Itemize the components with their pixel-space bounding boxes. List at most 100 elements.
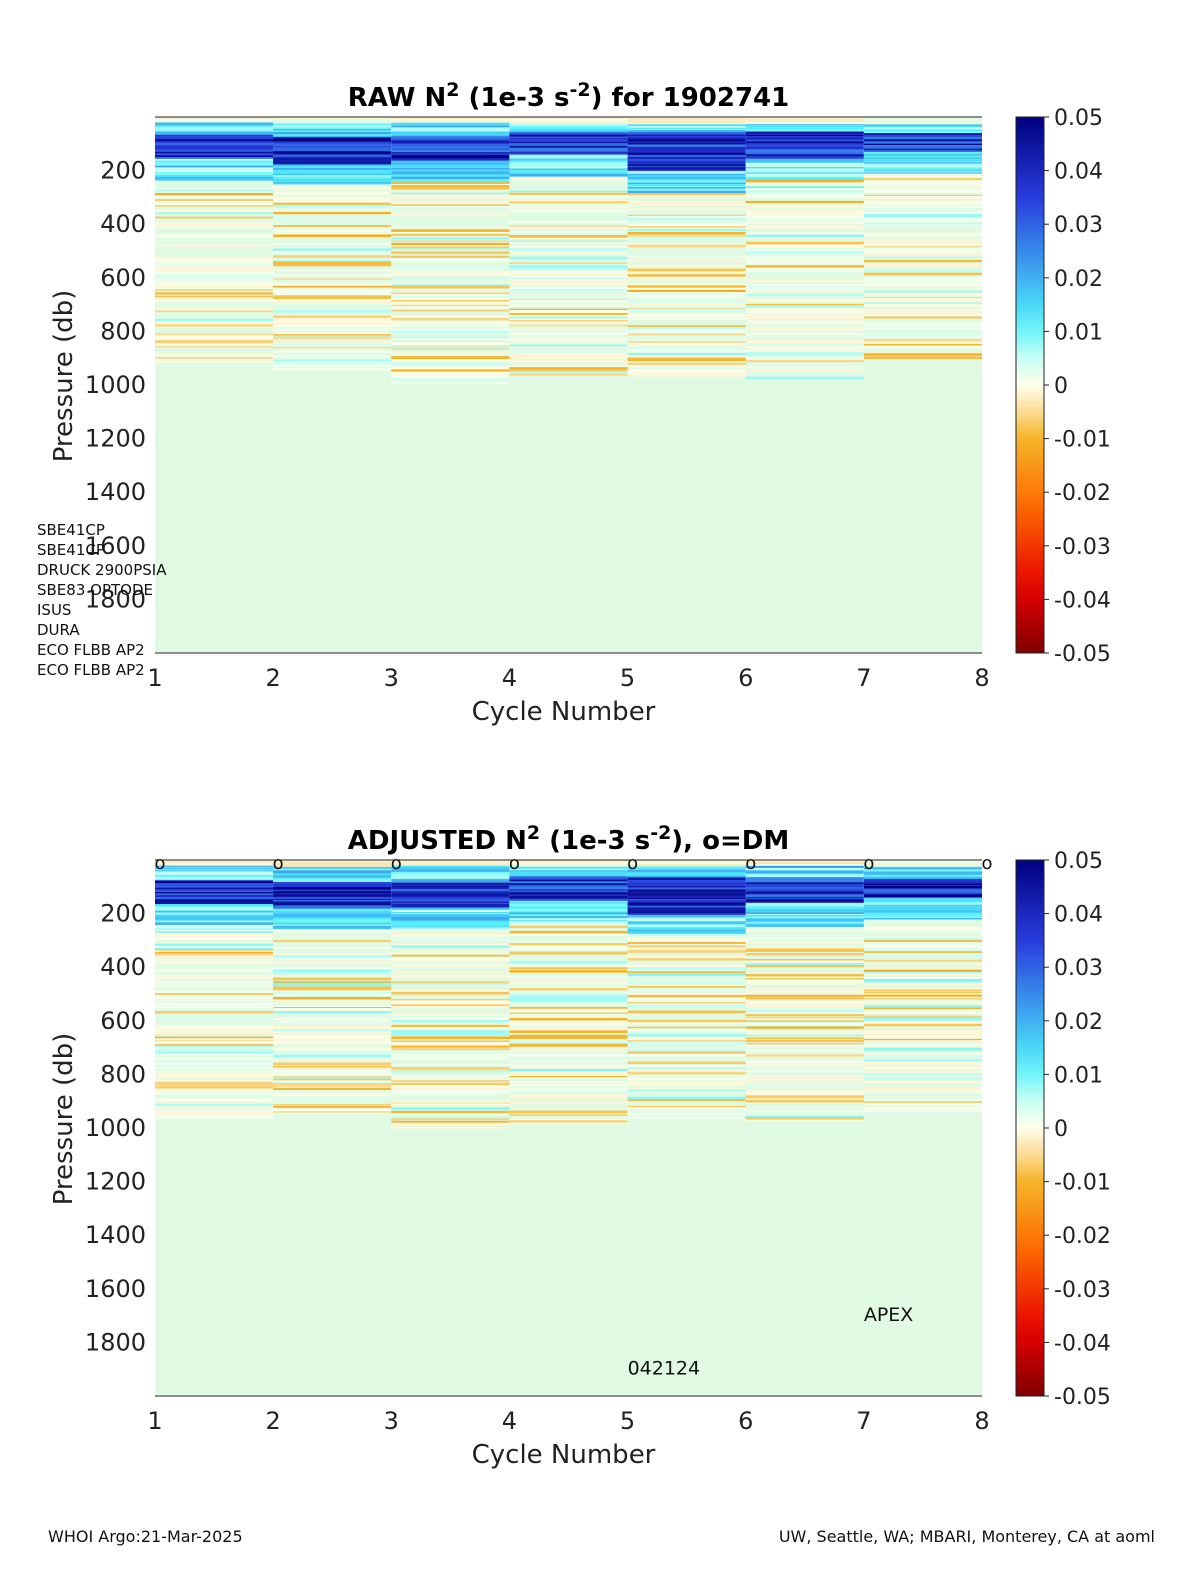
n2-cell	[745, 1094, 864, 1096]
n2-cell	[391, 1048, 510, 1051]
n2-cell	[509, 1091, 628, 1093]
n2-cell	[391, 141, 510, 143]
n2-cell	[155, 202, 274, 206]
n2-cell	[745, 352, 864, 355]
n2-cell	[391, 336, 510, 339]
n2-cell	[509, 118, 628, 121]
n2-cell	[863, 1001, 982, 1003]
n2-cell	[155, 260, 274, 264]
n2-cell	[863, 865, 982, 867]
n2-cell	[745, 893, 864, 895]
n2-cell	[509, 941, 628, 944]
n2-cell	[745, 187, 864, 189]
n2-cell	[745, 963, 864, 966]
n2-cell	[509, 1054, 628, 1057]
n2-cell	[391, 934, 510, 937]
y-tick-label: 400	[100, 953, 146, 981]
n2-cell	[509, 881, 628, 884]
n2-cell	[155, 1002, 274, 1005]
n2-cell	[627, 353, 746, 356]
n2-cell	[745, 284, 864, 287]
n2-cell	[155, 350, 274, 353]
x-tick-label: 6	[738, 664, 753, 692]
n2-cell	[627, 177, 746, 180]
n2-cell	[509, 288, 628, 292]
profile-cycle-7	[863, 122, 982, 359]
n2-cell	[745, 119, 864, 122]
n2-cell	[391, 1043, 510, 1046]
n2-cell	[627, 135, 746, 138]
n2-cell	[863, 182, 982, 184]
n2-cell	[627, 907, 746, 911]
n2-cell	[863, 172, 982, 174]
n2-cell	[273, 260, 392, 262]
n2-cell	[273, 350, 392, 353]
n2-cell	[391, 245, 510, 247]
n2-cell	[863, 339, 982, 342]
n2-cell	[863, 1012, 982, 1015]
n2-cell	[863, 190, 982, 193]
n2-cell	[627, 269, 746, 272]
n2-cell	[509, 951, 628, 953]
n2-cell	[509, 313, 628, 316]
n2-cell	[391, 1080, 510, 1082]
n2-cell	[745, 960, 864, 962]
n2-cell	[155, 947, 274, 950]
n2-cell	[627, 236, 746, 240]
n2-cell	[155, 960, 274, 963]
n2-cell	[863, 979, 982, 981]
n2-cell	[863, 309, 982, 312]
n2-cell	[509, 1030, 628, 1033]
n2-cell	[273, 947, 392, 949]
n2-cell	[391, 285, 510, 289]
n2-cell	[391, 118, 510, 122]
n2-cell	[155, 887, 274, 890]
n2-cell	[155, 950, 274, 953]
n2-cell	[391, 964, 510, 967]
n2-cell	[863, 1007, 982, 1010]
n2-cell	[627, 1053, 746, 1057]
n2-cell	[273, 989, 392, 991]
n2-cell	[391, 1045, 510, 1048]
n2-cell	[627, 1077, 746, 1080]
n2-cell	[745, 117, 864, 120]
n2-cell	[627, 997, 746, 999]
n2-cell	[745, 143, 864, 145]
n2-cell	[391, 1075, 510, 1078]
y-tick-label: 800	[100, 317, 146, 345]
n2-cell	[863, 1091, 982, 1093]
n2-cell	[509, 1022, 628, 1024]
n2-cell	[155, 897, 274, 900]
n2-cell	[391, 307, 510, 310]
n2-cell	[627, 289, 746, 293]
n2-cell	[745, 168, 864, 170]
n2-cell	[273, 232, 392, 235]
n2-cell	[391, 371, 510, 375]
n2-cell	[273, 148, 392, 150]
n2-cell	[391, 162, 510, 166]
n2-cell	[391, 182, 510, 185]
n2-cell	[863, 254, 982, 256]
n2-cell	[391, 306, 510, 308]
n2-cell	[155, 1083, 274, 1086]
n2-cell	[863, 293, 982, 297]
n2-cell	[273, 940, 392, 943]
n2-cell	[509, 1012, 628, 1015]
n2-cell	[273, 1083, 392, 1085]
n2-cell	[391, 878, 510, 881]
n2-cell	[863, 885, 982, 887]
n2-cell	[155, 226, 274, 229]
n2-cell	[391, 382, 510, 385]
dm-marker: o	[981, 853, 992, 874]
n2-cell	[273, 300, 392, 302]
n2-cell	[273, 343, 392, 347]
n2-cell	[509, 1033, 628, 1036]
n2-cell	[509, 970, 628, 973]
n2-cell	[627, 347, 746, 351]
n2-cell	[155, 234, 274, 238]
n2-cell	[745, 270, 864, 272]
title-superscript: -2	[650, 822, 671, 844]
n2-cell	[863, 242, 982, 245]
n2-cell	[391, 309, 510, 312]
n2-cell	[627, 314, 746, 317]
